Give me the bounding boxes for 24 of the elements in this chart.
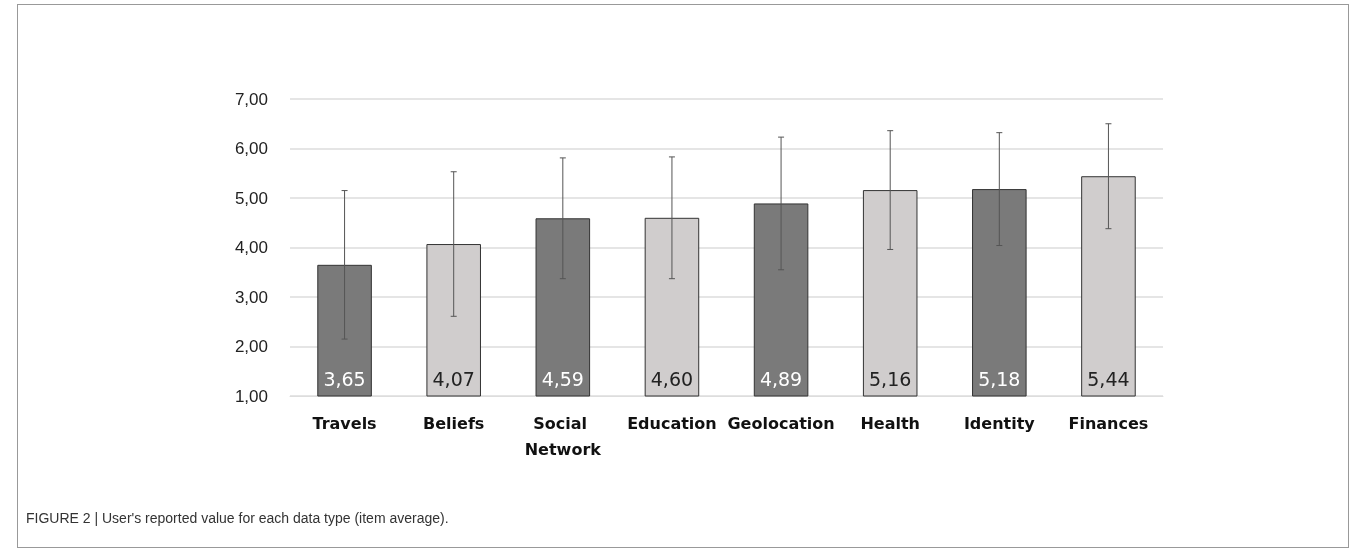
data-label: 3,65 [323,368,366,390]
x-tick-label: Geolocation [727,413,835,433]
y-tick-label: 6,00 [234,139,268,158]
x-tick-label: Health [860,413,920,433]
x-tick-label: Education [627,413,717,433]
data-label: 4,60 [650,368,694,390]
x-tick-label: Travels [312,413,377,433]
x-tick-label: Identity [963,413,1036,433]
y-tick-label: 3,00 [234,287,268,307]
data-label: 4,07 [432,368,475,390]
caption: FIGURE 2 | User's reported value for each data type (item average). [26,510,449,526]
y-tick-label: 2,00 [234,337,268,356]
x-tick-label: Beliefs [423,413,485,433]
x-tick-label: Finances [1068,413,1149,433]
data-label: 5,44 [1087,368,1130,390]
y-tick-label: 7,00 [234,89,268,109]
data-label: 5,18 [978,368,1021,390]
data-label: 4,59 [541,368,584,390]
y-tick-label: 4,00 [234,238,268,257]
x-tick-label: Social Network [524,413,602,459]
y-tick-label: 5,00 [234,188,268,208]
y-tick-label: 1,00 [234,386,268,406]
data-label: 5,16 [869,368,912,390]
data-label: 4,89 [759,368,803,390]
